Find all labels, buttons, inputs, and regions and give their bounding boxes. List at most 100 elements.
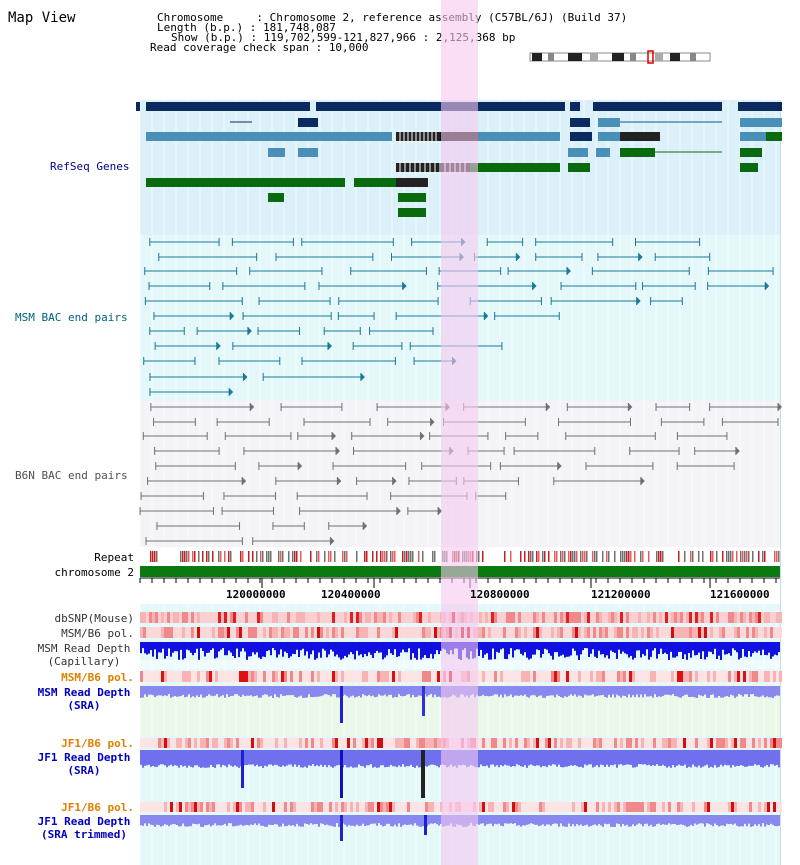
track-label-b6n-bac-end-pairs[interactable]: B6N BAC end pairs: [15, 469, 128, 482]
track-label-jf1-depth-sra[interactable]: JF1 Read Depth (SRA): [30, 751, 138, 777]
heat-cell: [206, 612, 209, 623]
depth-bar: [322, 815, 324, 824]
track-label-refseq-genes[interactable]: RefSeq Genes: [50, 160, 130, 173]
depth-bar: [590, 750, 592, 765]
track-label-msm-b6-pol-2[interactable]: MSM/B6 pol.: [61, 671, 134, 684]
track-label-jf1-b6-pol-1[interactable]: JF1/B6 pol.: [61, 737, 134, 750]
heat-cell: [710, 671, 713, 682]
depth-bar: [158, 815, 160, 826]
depth-bar: [730, 815, 732, 824]
depth-bar: [554, 642, 556, 653]
heat-cell: [176, 802, 179, 812]
heat-cell: [422, 627, 425, 638]
depth-bar: [406, 642, 408, 653]
heat-cell: [581, 802, 584, 812]
heat-cell: [773, 738, 776, 748]
depth-bar: [322, 750, 324, 767]
bac-arrow: [243, 373, 248, 381]
depth-bar: [648, 750, 650, 765]
heat-cell: [641, 738, 644, 748]
depth-bar: [184, 686, 186, 698]
depth-bar: [204, 750, 206, 768]
heat-cell: [698, 627, 701, 638]
heat-cell: [341, 612, 344, 623]
heat-cell: [575, 738, 578, 748]
heat-cell: [344, 802, 347, 812]
heat-cell: [638, 738, 641, 748]
heat-cell: [539, 802, 542, 812]
depth-bar: [366, 642, 368, 657]
heat-cell: [218, 612, 221, 623]
depth-bar: [318, 750, 320, 767]
heat-cell: [542, 802, 545, 812]
repeat-element: [402, 551, 404, 562]
heat-cell: [428, 802, 431, 812]
depth-bar: [706, 815, 708, 824]
heat-cell: [170, 627, 173, 638]
depth-bar: [768, 686, 770, 698]
track-label-repeat[interactable]: Repeat: [94, 551, 134, 564]
heat-cell: [257, 671, 260, 682]
heat-cell: [701, 627, 704, 638]
track-label-chromosome[interactable]: chromosome 2: [54, 566, 134, 579]
depth-bar: [596, 686, 598, 696]
track-label-msm-b6-pol-1[interactable]: MSM/B6 pol.: [61, 627, 134, 640]
heat-cell: [278, 802, 281, 812]
track-label-msm-bac-end-pairs[interactable]: MSM BAC end pairs: [15, 311, 128, 324]
heat-cell: [437, 802, 440, 812]
heat-cell: [599, 612, 602, 623]
track-label-jf1-b6-pol-2[interactable]: JF1/B6 pol.: [61, 801, 134, 814]
depth-bar: [674, 815, 676, 824]
depth-bar: [738, 642, 740, 660]
gene-feature: [568, 163, 590, 172]
depth-bar: [740, 750, 742, 766]
depth-bar: [658, 686, 660, 697]
heat-cell: [152, 671, 155, 682]
heat-cell: [356, 802, 359, 812]
track-label-dbsnp[interactable]: dbSNP(Mouse): [54, 612, 134, 625]
depth-bar: [240, 686, 242, 697]
depth-bar: [480, 815, 482, 824]
repeat-element: [564, 551, 566, 562]
heat-cell: [251, 802, 254, 812]
heat-cell: [728, 802, 731, 812]
heat-cell: [608, 612, 611, 623]
depth-bar: [310, 750, 312, 766]
heat-cell: [635, 671, 638, 682]
heat-cell: [548, 738, 551, 748]
heat-cell: [620, 612, 623, 623]
depth-bar: [144, 686, 146, 695]
repeat-element: [376, 551, 378, 562]
heat-cell: [593, 612, 596, 623]
heat-cell: [221, 612, 224, 623]
depth-bar: [506, 815, 508, 824]
track-label-jf1-depth-trimmed[interactable]: JF1 Read Depth (SRA trimmed): [30, 815, 138, 841]
track-label-msm-depth-sra[interactable]: MSM Read Depth (SRA): [30, 686, 138, 712]
depth-spike: [340, 815, 343, 841]
heat-cell: [272, 627, 275, 638]
heat-cell: [545, 738, 548, 748]
depth-bar: [298, 686, 300, 697]
heat-cell: [311, 671, 314, 682]
track-label-msm-depth-capillary[interactable]: MSM Read Depth (Capillary): [30, 642, 138, 668]
heat-cell: [320, 627, 323, 638]
depth-bar: [198, 642, 200, 660]
repeat-element: [418, 551, 420, 562]
depth-bar: [302, 815, 304, 827]
depth-bar: [560, 686, 562, 698]
heat-cell: [239, 738, 242, 748]
depth-bar: [622, 750, 624, 766]
heat-cell: [344, 671, 347, 682]
depth-bar: [552, 686, 554, 696]
depth-bar: [176, 642, 178, 652]
heat-cell: [164, 671, 167, 682]
depth-bar: [676, 642, 678, 657]
heat-cell: [710, 802, 713, 812]
heat-cell: [266, 612, 269, 623]
heat-cell: [329, 612, 332, 623]
depth-bar: [170, 686, 172, 698]
heat-cell: [434, 627, 437, 638]
depth-bar: [168, 642, 170, 649]
heat-cell: [563, 802, 566, 812]
